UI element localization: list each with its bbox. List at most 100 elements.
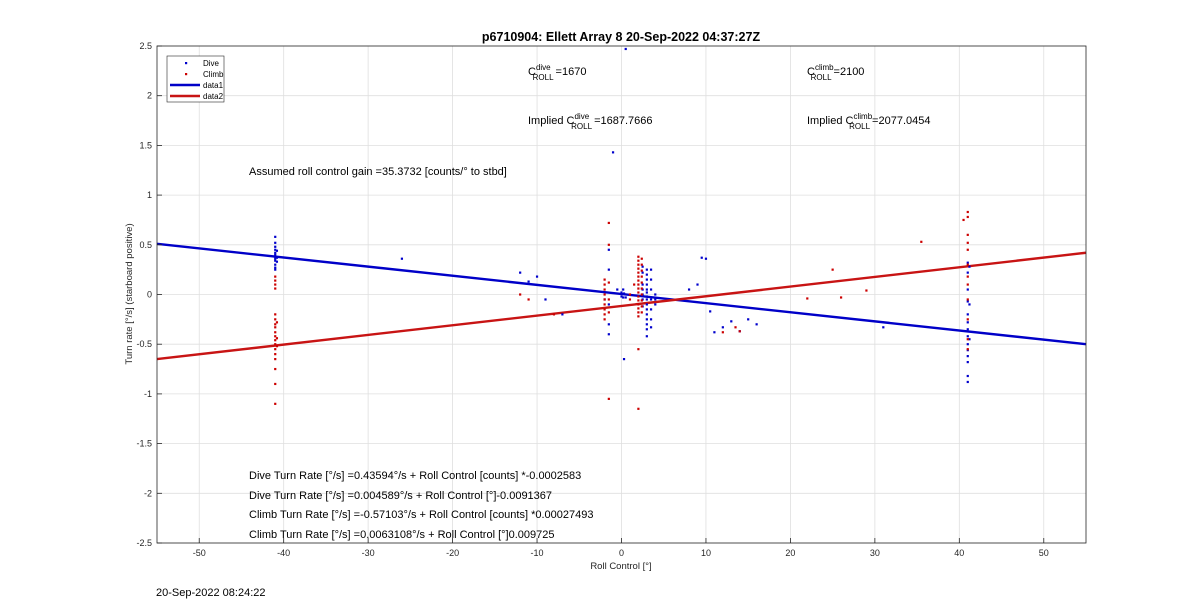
- y-tick-label: -0.5: [136, 339, 152, 349]
- point-climb: [274, 326, 277, 329]
- point-climb: [640, 287, 643, 290]
- point-dive: [620, 291, 623, 294]
- point-dive: [616, 288, 619, 291]
- point-climb: [637, 275, 640, 278]
- point-dive: [274, 257, 277, 260]
- point-climb: [966, 241, 969, 244]
- point-dive: [966, 343, 969, 346]
- point-climb: [274, 323, 277, 326]
- point-dive: [645, 288, 648, 291]
- point-dive: [968, 303, 971, 306]
- point-dive: [645, 291, 648, 294]
- point-climb: [274, 367, 277, 371]
- point-climb: [603, 308, 606, 311]
- point-dive: [966, 261, 969, 264]
- point-climb: [640, 305, 643, 308]
- point-climb: [603, 318, 606, 321]
- point-climb: [603, 278, 606, 281]
- point-dive: [641, 265, 644, 268]
- point-dive: [611, 151, 615, 154]
- point-climb: [637, 259, 640, 262]
- y-tick-label: 0.5: [139, 240, 152, 250]
- point-dive: [709, 310, 712, 313]
- x-tick-label: 20: [785, 548, 795, 558]
- point-climb: [274, 382, 277, 386]
- point-dive: [721, 326, 724, 329]
- point-climb: [806, 297, 809, 300]
- point-climb: [637, 311, 640, 314]
- point-dive: [966, 374, 969, 378]
- x-tick-label: 10: [701, 548, 711, 558]
- legend-label-climb: Climb: [203, 70, 224, 79]
- point-climb: [607, 281, 610, 284]
- point-dive: [274, 263, 277, 266]
- point-dive: [966, 300, 969, 303]
- c-roll-dive-label: Cdive ROLL =1670: [528, 63, 586, 82]
- point-dive: [645, 303, 648, 306]
- dive-fit-degrees: Dive Turn Rate [°/s] =0.004589°/s + Roll…: [249, 490, 552, 502]
- point-climb: [274, 318, 277, 321]
- point-climb: [637, 263, 640, 266]
- point-climb: [637, 279, 640, 282]
- point-dive: [607, 333, 610, 336]
- implied-c-roll-climb-label: Implied Cclimb ROLL =2077.0454: [807, 112, 930, 131]
- legend-marker-climb: [185, 73, 188, 76]
- point-dive: [966, 313, 969, 316]
- point-climb: [274, 279, 277, 282]
- point-climb: [527, 298, 530, 301]
- point-dive: [641, 271, 644, 274]
- point-dive: [654, 298, 657, 301]
- x-tick-label: -50: [193, 548, 206, 558]
- point-dive: [620, 295, 623, 298]
- scatter-points: [274, 47, 971, 410]
- climb-fit-degrees: Climb Turn Rate [°/s] =0.0063108°/s + Ro…: [249, 529, 554, 541]
- point-dive: [649, 298, 653, 301]
- point-climb: [274, 283, 277, 286]
- point-dive: [696, 283, 699, 286]
- point-climb: [640, 281, 643, 284]
- point-dive: [966, 380, 969, 384]
- point-climb: [607, 397, 610, 400]
- point-climb: [274, 275, 277, 278]
- legend-label-dive: Dive: [203, 59, 220, 68]
- point-dive: [713, 331, 716, 334]
- point-dive: [275, 249, 279, 252]
- point-dive: [624, 296, 627, 299]
- point-climb: [628, 298, 632, 301]
- dive-fit-counts: Dive Turn Rate [°/s] =0.43594°/s + Roll …: [249, 470, 581, 482]
- point-climb: [519, 293, 522, 296]
- point-climb: [637, 255, 640, 258]
- y-tick-label: -2: [144, 488, 152, 498]
- point-climb: [640, 275, 643, 278]
- point-dive: [645, 283, 648, 286]
- y-tick-label: 1.5: [139, 140, 152, 150]
- point-dive: [622, 358, 626, 361]
- point-climb: [966, 283, 969, 286]
- point-climb: [637, 315, 640, 318]
- point-climb: [966, 275, 969, 278]
- point-dive: [645, 328, 648, 331]
- x-tick-label: 40: [954, 548, 964, 558]
- point-dive: [649, 268, 653, 271]
- y-tick-label: -1: [144, 389, 152, 399]
- x-tick-label: -10: [531, 548, 544, 558]
- point-dive: [755, 323, 758, 326]
- point-dive: [687, 288, 691, 291]
- point-dive: [966, 271, 969, 274]
- point-climb: [637, 267, 640, 270]
- point-climb: [637, 287, 640, 290]
- point-climb: [966, 348, 969, 351]
- point-climb: [274, 335, 277, 338]
- legend-box: [166, 55, 225, 103]
- chart-title: p6710904: Ellett Array 8 20-Sep-2022 04:…: [482, 30, 761, 44]
- point-climb: [920, 240, 923, 243]
- point-dive: [275, 256, 279, 259]
- figure-timestamp: 20-Sep-2022 08:24:22: [156, 587, 266, 599]
- point-dive: [607, 323, 610, 326]
- legend: Dive Climb data1 data2: [166, 55, 225, 103]
- point-dive: [966, 288, 969, 291]
- point-dive: [645, 298, 648, 301]
- x-ticks: -50 -40 -30 -20 -10 0 10 20 30 40 50: [193, 538, 1049, 558]
- point-dive: [645, 278, 648, 281]
- point-dive: [400, 257, 404, 260]
